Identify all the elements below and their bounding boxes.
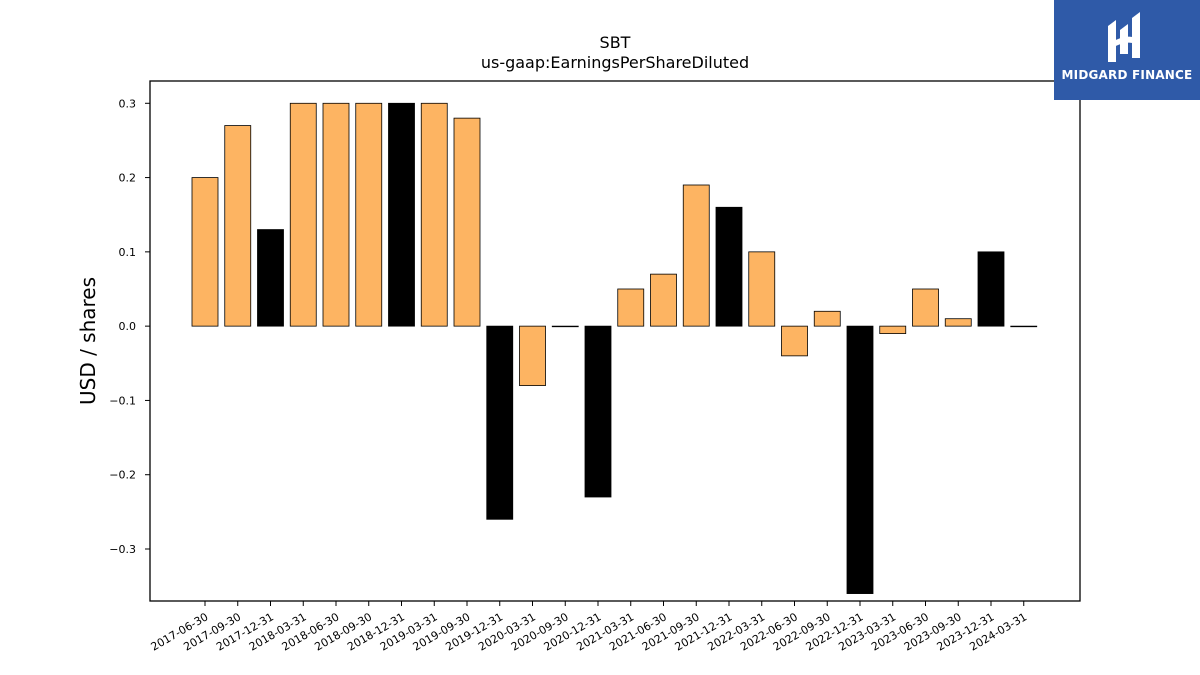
y-tick-label: −0.2 — [109, 469, 136, 482]
bar-2018-09-30 — [355, 102, 383, 327]
y-tick-label: 0.1 — [119, 246, 137, 259]
bar-2019-03-31 — [420, 102, 448, 327]
bar-2018-06-30 — [322, 102, 350, 327]
bar-2023-09-30 — [944, 318, 972, 327]
bar-2023-03-31 — [879, 325, 907, 334]
y-axis-ticks: 0.3 0.2 0.1 0.0 −0.1 −0.2 −0.3 — [109, 97, 150, 556]
bar-2021-12-31 — [715, 206, 743, 327]
bar-2017-09-30 — [224, 125, 252, 327]
bar-2021-03-31 — [617, 288, 645, 327]
bar-2021-09-30 — [682, 184, 710, 327]
y-tick-label: 0.3 — [119, 97, 137, 110]
y-tick-label: 0.2 — [119, 172, 137, 185]
bar-2017-12-31 — [257, 229, 284, 327]
bar-2024-03-31 — [1010, 325, 1038, 328]
brand-logo: MIDGARD FINANCE — [1054, 0, 1200, 100]
logo-text: MIDGARD FINANCE — [1061, 68, 1193, 82]
bar-2023-06-30 — [912, 288, 939, 327]
y-tick-label: 0.0 — [119, 320, 137, 333]
y-axis-label: USD / shares — [76, 277, 100, 405]
bar-2020-03-31 — [519, 325, 546, 386]
bar-2022-09-30 — [813, 310, 841, 327]
chart-subtitle: us-gaap:EarningsPerShareDiluted — [481, 53, 749, 72]
bar-2020-12-31 — [584, 325, 612, 498]
bar-2022-03-31 — [748, 251, 776, 327]
bar-2020-09-30 — [551, 325, 579, 328]
bar-2023-12-31 — [977, 251, 1005, 327]
logo-mark-icon — [1108, 12, 1140, 62]
bar-2022-12-31 — [846, 325, 874, 594]
x-axis-ticks: 2017-06-302017-09-302017-12-312018-03-31… — [149, 601, 1029, 654]
bar-2019-12-31 — [486, 325, 514, 520]
plot-frame — [149, 80, 1081, 602]
bar-2019-09-30 — [453, 117, 481, 327]
bar-2018-03-31 — [289, 102, 317, 327]
bar-2021-06-30 — [650, 273, 677, 327]
bar-2018-12-31 — [388, 102, 415, 327]
bar-2022-06-30 — [781, 325, 808, 357]
y-tick-label: −0.3 — [109, 543, 136, 556]
bar-2017-06-30 — [191, 177, 219, 327]
bars-group — [191, 102, 1038, 594]
y-tick-label: −0.1 — [109, 394, 136, 407]
chart-title: SBT — [600, 33, 631, 52]
